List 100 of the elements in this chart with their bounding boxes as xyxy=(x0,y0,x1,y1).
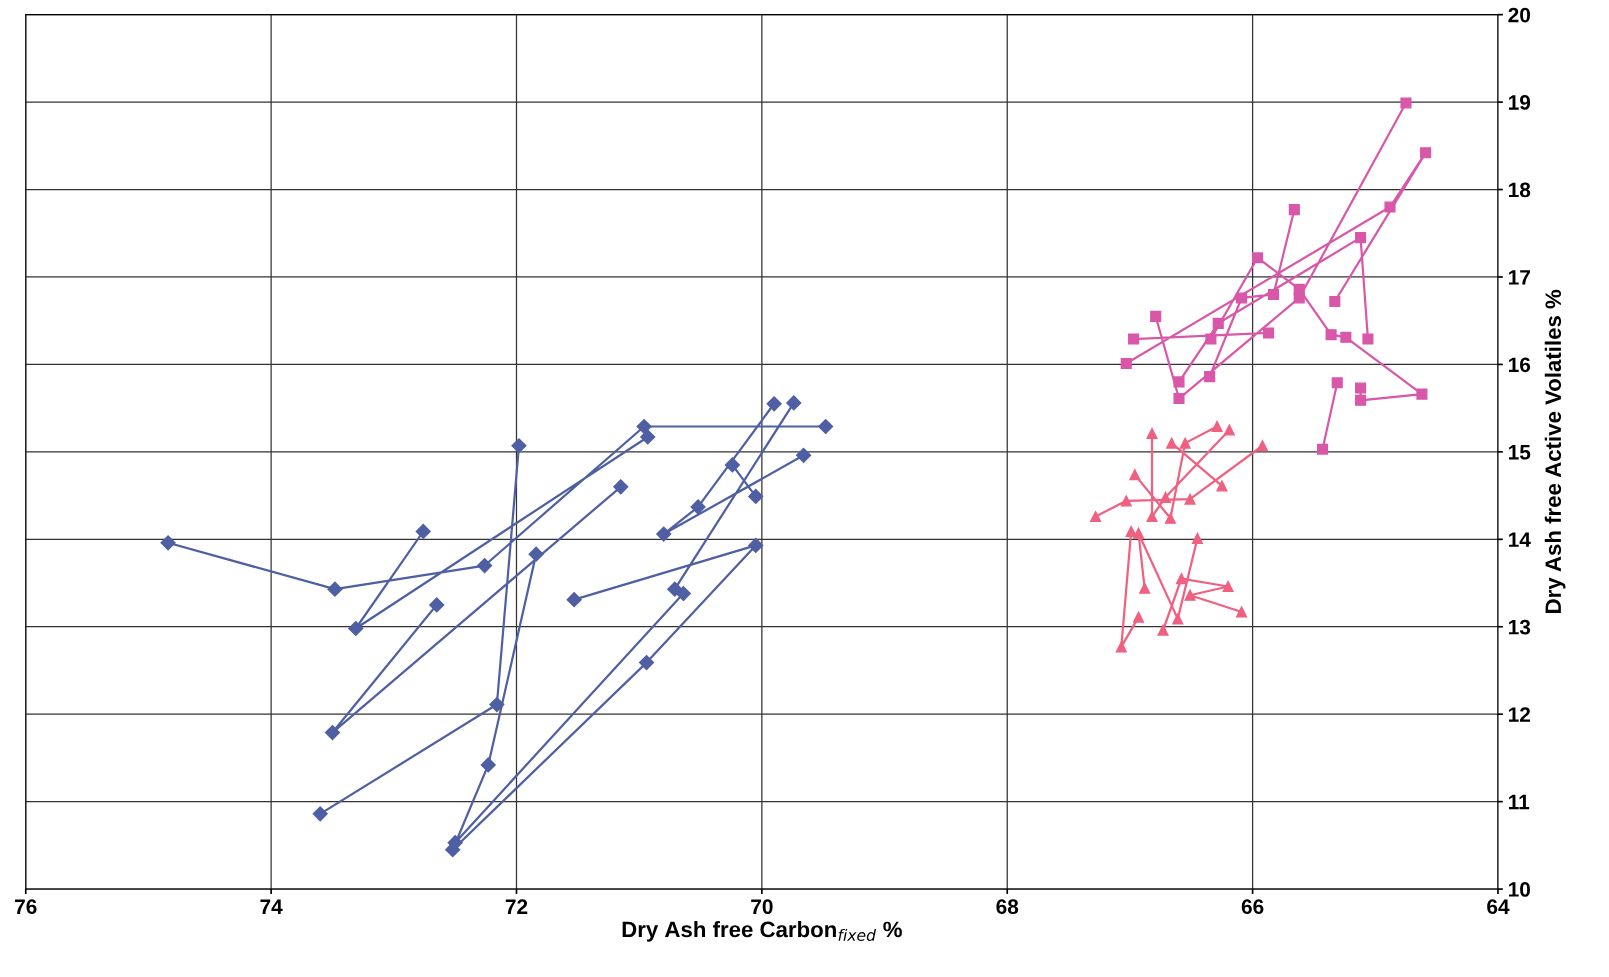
y-tick-label: 16 xyxy=(1509,357,1531,373)
y-tick-label: 20 xyxy=(1508,7,1531,23)
point xyxy=(1173,392,1185,405)
point xyxy=(656,526,672,542)
point xyxy=(1150,310,1162,322)
point xyxy=(160,535,176,551)
point xyxy=(1329,295,1341,308)
y-axis-title: Dry Ash free Active Volatiles % xyxy=(1544,289,1566,613)
point xyxy=(1355,382,1367,394)
point xyxy=(1316,443,1329,455)
point xyxy=(566,592,582,608)
point xyxy=(796,447,812,463)
point xyxy=(1125,525,1137,537)
point xyxy=(489,696,505,713)
y-tick-label: 11 xyxy=(1509,794,1530,810)
point xyxy=(1340,331,1352,343)
x-tick-label: 74 xyxy=(260,899,283,914)
point xyxy=(1236,292,1248,304)
point xyxy=(1090,511,1102,523)
point xyxy=(1173,376,1185,388)
point xyxy=(1132,611,1145,623)
point xyxy=(1191,532,1203,544)
y-tick-label: 13 xyxy=(1509,619,1531,635)
point xyxy=(1216,480,1228,492)
point xyxy=(690,499,706,515)
point xyxy=(1120,357,1132,370)
point xyxy=(1267,288,1280,301)
point xyxy=(1212,317,1224,329)
point xyxy=(724,457,740,473)
point xyxy=(1129,469,1141,481)
point xyxy=(1223,424,1235,436)
point xyxy=(1139,582,1151,594)
point xyxy=(1355,232,1367,244)
point xyxy=(1400,97,1412,109)
point xyxy=(1251,252,1264,264)
point xyxy=(1128,333,1140,345)
x-tick-label: 64 xyxy=(1487,899,1510,915)
y-tick-label: 15 xyxy=(1509,445,1531,460)
x-axis-title: Dry Ash free Carbon$_{fixed}$ % xyxy=(622,920,902,942)
point xyxy=(613,479,629,495)
point xyxy=(327,581,343,597)
point xyxy=(640,429,656,445)
y-tick-label: 12 xyxy=(1509,707,1531,722)
point xyxy=(511,438,527,454)
point xyxy=(1166,437,1178,449)
point xyxy=(636,418,652,435)
point xyxy=(312,806,328,822)
point xyxy=(1325,329,1337,341)
point xyxy=(1420,147,1432,159)
y-tick-label: 17 xyxy=(1509,270,1530,285)
point xyxy=(1236,606,1248,618)
point xyxy=(480,757,496,773)
point xyxy=(766,396,782,412)
point xyxy=(1179,437,1191,449)
x-tick-label: 76 xyxy=(15,899,37,915)
point xyxy=(748,537,764,553)
point xyxy=(1146,427,1158,440)
point xyxy=(1115,641,1127,653)
x-tick-label: 72 xyxy=(505,899,528,914)
point xyxy=(1262,327,1275,339)
point xyxy=(477,557,493,574)
point xyxy=(1222,580,1234,593)
point xyxy=(1362,333,1374,345)
point xyxy=(1256,440,1268,452)
point xyxy=(1132,527,1145,539)
x-tick-label: 66 xyxy=(1241,899,1264,915)
point xyxy=(1146,511,1158,523)
point xyxy=(324,724,341,741)
point xyxy=(1164,512,1176,524)
point xyxy=(1211,420,1223,433)
point xyxy=(1205,333,1217,345)
point xyxy=(1355,394,1367,406)
point xyxy=(1384,201,1396,213)
y-tick-label: 10 xyxy=(1509,882,1531,897)
point xyxy=(1157,624,1169,636)
point xyxy=(1204,371,1216,383)
point xyxy=(429,597,445,613)
point xyxy=(1120,495,1132,507)
point xyxy=(528,546,544,562)
y-tick-label: 19 xyxy=(1509,95,1531,110)
x-tick-label: 68 xyxy=(996,899,1019,915)
point xyxy=(348,620,364,637)
point xyxy=(748,488,764,505)
point xyxy=(818,418,834,435)
point xyxy=(786,395,802,411)
point xyxy=(1184,493,1196,505)
x-tick-label: 70 xyxy=(751,899,773,915)
y-tick-label: 18 xyxy=(1509,182,1531,198)
y-tick-label: 14 xyxy=(1509,532,1531,547)
point xyxy=(1184,589,1196,601)
point xyxy=(1288,204,1300,216)
point xyxy=(1293,283,1305,295)
point xyxy=(415,523,431,540)
point xyxy=(638,655,655,671)
point xyxy=(1331,377,1343,389)
point xyxy=(1175,573,1188,585)
point xyxy=(1172,613,1184,625)
point xyxy=(1159,491,1172,503)
point xyxy=(1416,388,1428,400)
point xyxy=(675,585,691,602)
